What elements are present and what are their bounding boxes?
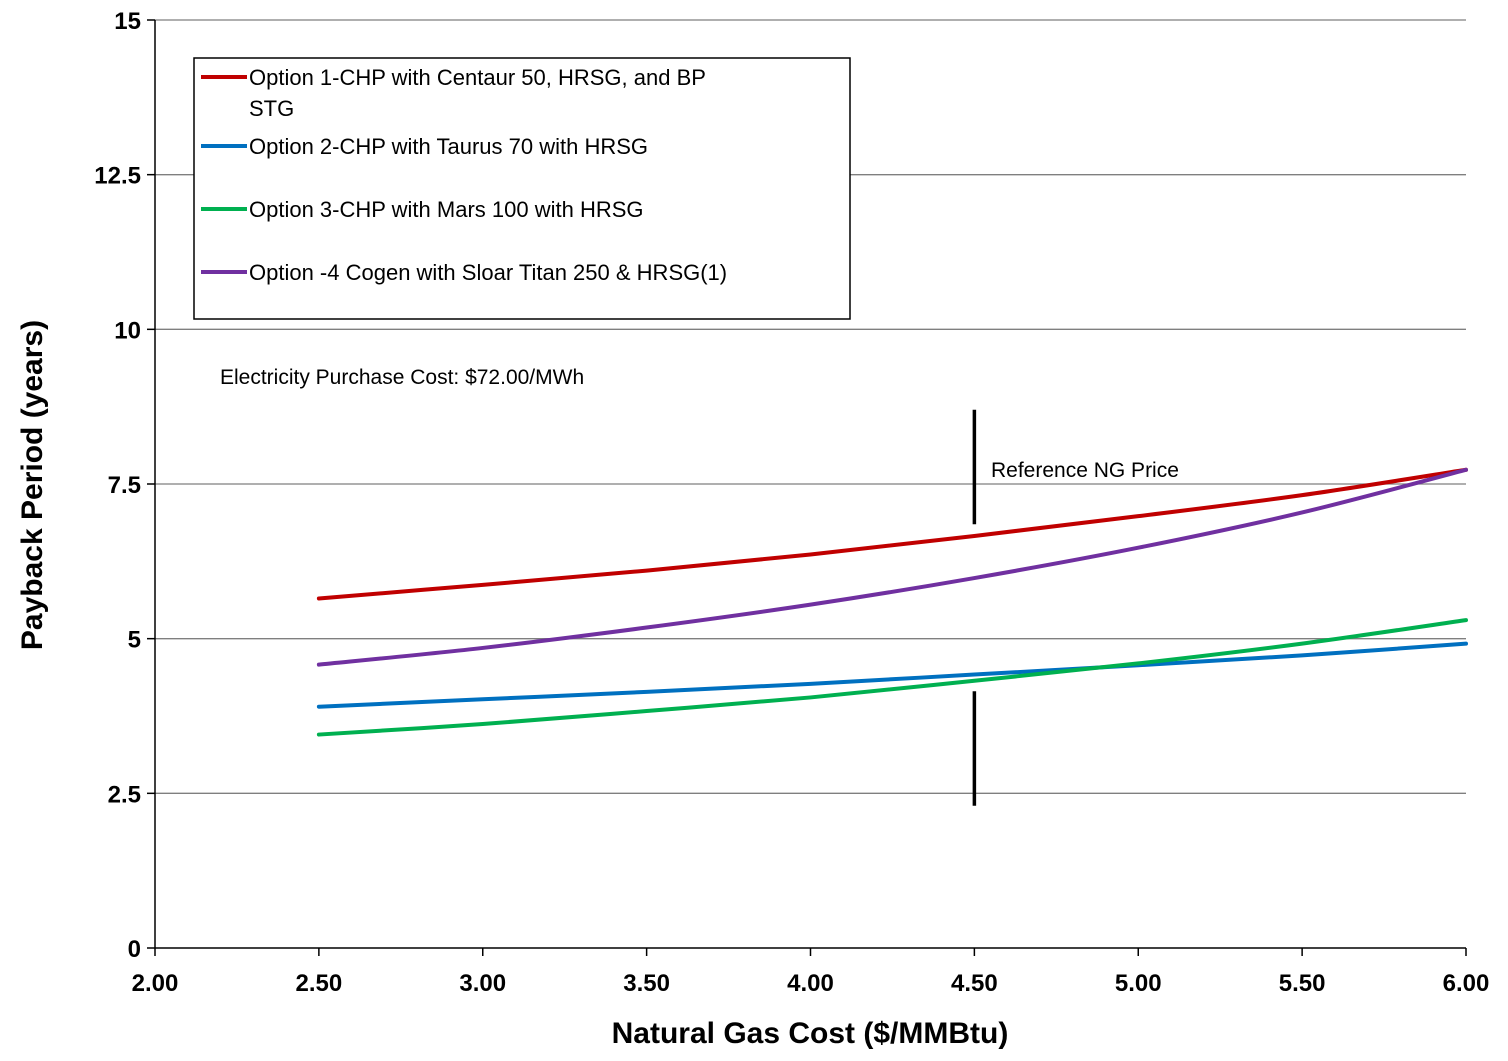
series-line-option-4 — [316, 467, 1468, 667]
annotation-layer: Electricity Purchase Cost: $72.00/MWh Re… — [220, 366, 1179, 806]
series-line-option-2 — [316, 641, 1468, 709]
y-axis-title: Payback Period (years) — [16, 320, 49, 650]
x-tick-label: 6.00 — [1443, 970, 1490, 997]
electricity-cost-note: Electricity Purchase Cost: $72.00/MWh — [220, 366, 584, 389]
legend-label-option-3: Option 3-CHP with Mars 100 with HRSG — [249, 197, 644, 222]
y-tick-label: 12.5 — [94, 163, 141, 190]
x-tick-label: 5.50 — [1279, 970, 1326, 997]
x-tick-label: 4.00 — [787, 970, 834, 997]
legend-label-option-1: Option 1-CHP with Centaur 50, HRSG, and … — [249, 65, 706, 90]
x-tick-label: 2.50 — [296, 970, 343, 997]
legend-label-option-1: STG — [249, 96, 294, 121]
x-tick-label: 4.50 — [951, 970, 998, 997]
legend: Option 1-CHP with Centaur 50, HRSG, and … — [193, 57, 851, 320]
x-tick-label: 3.50 — [623, 970, 670, 997]
reference-price-label: Reference NG Price — [991, 459, 1179, 482]
series-layer — [316, 467, 1468, 737]
x-axis-title: Natural Gas Cost ($/MMBtu) — [612, 1017, 1009, 1050]
axes-layer: 0 2.5 5 7.5 10 12.5 15 2.00 2.50 3.00 3.50 4.00 4.50… — [94, 8, 1489, 997]
y-tick-label: 0 — [128, 936, 141, 963]
y-tick-label: 5 — [128, 627, 141, 654]
legend-label-option-2: Option 2-CHP with Taurus 70 with HRSG — [249, 134, 648, 159]
series-line-option-1 — [316, 467, 1468, 601]
y-tick-label: 2.5 — [108, 781, 141, 808]
x-tick-label: 2.00 — [132, 970, 179, 997]
y-tick-label: 7.5 — [108, 472, 141, 499]
legend-label-option-4: Option -4 Cogen with Sloar Titan 250 & H… — [249, 260, 727, 285]
legend-box — [193, 57, 851, 320]
y-tick-label: 15 — [114, 8, 141, 35]
series-line-option-3 — [316, 618, 1468, 737]
y-tick-label: 10 — [114, 317, 141, 344]
x-tick-label: 3.00 — [459, 970, 506, 997]
x-tick-label: 5.00 — [1115, 970, 1162, 997]
